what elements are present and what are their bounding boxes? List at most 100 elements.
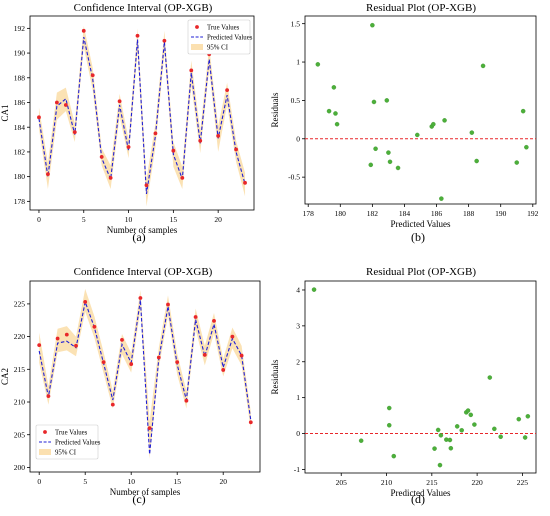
true-value-point: [202, 353, 207, 357]
residual-point: [387, 159, 393, 165]
chart-title: Confidence Interval (OP-XGB): [74, 266, 213, 278]
y-tick-label: 184: [14, 123, 26, 132]
residual-point: [415, 132, 420, 138]
y-tick-label: 192: [14, 24, 26, 33]
chart-panel-4: Residual Plot (OP-XGB) 205 210 215 220 225 -1 0…: [270, 266, 537, 506]
residual-point: [468, 412, 474, 418]
plot-frame: [304, 280, 537, 474]
x-tick-label: 10: [125, 215, 133, 224]
true-value-point: [46, 394, 51, 399]
y-tick-label: 2: [296, 357, 300, 366]
residual-point: [386, 405, 392, 411]
residual-point: [438, 433, 444, 438]
true-value-point: [198, 138, 203, 143]
true-value-point: [129, 362, 134, 366]
residual-point: [472, 422, 477, 427]
plot-frame: [304, 15, 537, 205]
x-tick-label: 20: [214, 215, 222, 224]
residual-point: [315, 62, 321, 67]
chart-panel-3: Confidence Interval (OP-XGB) 0 5 10 15 20 200 2…: [0, 266, 261, 506]
true-value-point: [180, 175, 185, 180]
true-value-point: [74, 343, 78, 348]
chart-title: Confidence Interval (OP-XGB): [74, 2, 213, 14]
x-tick-label: 188: [463, 209, 475, 218]
y-tick-label: 210: [14, 398, 26, 407]
residual-point: [522, 435, 528, 440]
true-value-point: [138, 296, 143, 300]
chart-panel-1: Confidence Interval (OP-XGB) 0 5 10 15 20 178 1…: [0, 2, 255, 244]
y-axis-label: Residuals: [270, 92, 280, 127]
x-tick-label: 178: [303, 209, 315, 218]
x-tick-label: 5: [82, 215, 86, 224]
legend-label: 95% CI: [207, 45, 229, 52]
y-tick-label: 188: [14, 73, 26, 82]
residual-point: [448, 445, 454, 451]
true-value-point: [135, 33, 140, 38]
residual-point: [525, 414, 531, 419]
legend-marker-ci: [39, 449, 51, 455]
true-value-point: [221, 368, 226, 372]
residual-point: [442, 118, 447, 123]
residual-point: [373, 146, 378, 152]
x-tick-label: 180: [335, 209, 347, 218]
residual-point: [395, 165, 401, 171]
true-value-point: [117, 99, 122, 104]
true-value-point: [243, 180, 247, 185]
residual-point: [311, 287, 317, 292]
legend-label: Predicted Values: [55, 440, 101, 447]
panel-label: (c): [132, 492, 145, 506]
true-value-point: [230, 334, 235, 339]
x-tick-label: 210: [381, 478, 393, 487]
legend-marker-true: [195, 25, 199, 29]
residual-point: [487, 375, 493, 380]
x-axis-label: Predicted Values: [390, 219, 451, 229]
true-value-point: [108, 175, 113, 180]
residual-point: [469, 130, 475, 135]
residual-point: [371, 99, 377, 105]
x-tick-label: 186: [431, 209, 443, 218]
true-value-point: [239, 353, 244, 358]
true-value-point: [175, 360, 180, 365]
residual-point: [368, 162, 374, 168]
true-value-point: [171, 148, 176, 153]
true-value-point: [99, 154, 104, 159]
true-value-point: [101, 360, 106, 365]
panel-label: (d): [411, 492, 425, 506]
y-axis-label: CA1: [0, 104, 10, 121]
residual-point: [391, 453, 397, 459]
panel-label: (a): [132, 230, 145, 244]
residual-point: [431, 121, 436, 127]
y-tick-label: 1.5: [291, 19, 301, 28]
residual-point: [454, 424, 460, 429]
x-tick-label: 15: [173, 477, 181, 486]
legend-label: 95% CI: [55, 450, 77, 457]
true-value-point: [166, 302, 170, 307]
true-value-point: [126, 145, 131, 149]
y-tick-label: 1: [296, 58, 300, 67]
x-axis-label: Number of samples: [107, 225, 178, 235]
panel-label: (b): [411, 230, 425, 244]
true-value-point: [144, 183, 149, 188]
residual-point: [331, 85, 337, 90]
residual-point: [514, 160, 520, 165]
x-tick-label: 192: [527, 209, 539, 218]
predicted-values-line: [38, 299, 252, 455]
true-value-point: [120, 337, 124, 342]
residual-point: [447, 437, 453, 443]
residual-point: [439, 196, 444, 201]
y-tick-label: 220: [14, 332, 26, 341]
true-value-point: [153, 131, 158, 136]
true-value-point: [63, 103, 68, 107]
x-tick-label: 220: [471, 478, 483, 487]
x-tick-label: 0: [37, 477, 41, 486]
true-value-point: [92, 324, 97, 329]
x-tick-label: 20: [219, 477, 227, 486]
residual-point: [516, 416, 522, 422]
true-value-point: [193, 315, 198, 319]
residual-point: [435, 427, 441, 433]
residual-point: [520, 108, 526, 114]
x-tick-label: 215: [426, 478, 438, 487]
predicted-values-line: [38, 36, 246, 195]
